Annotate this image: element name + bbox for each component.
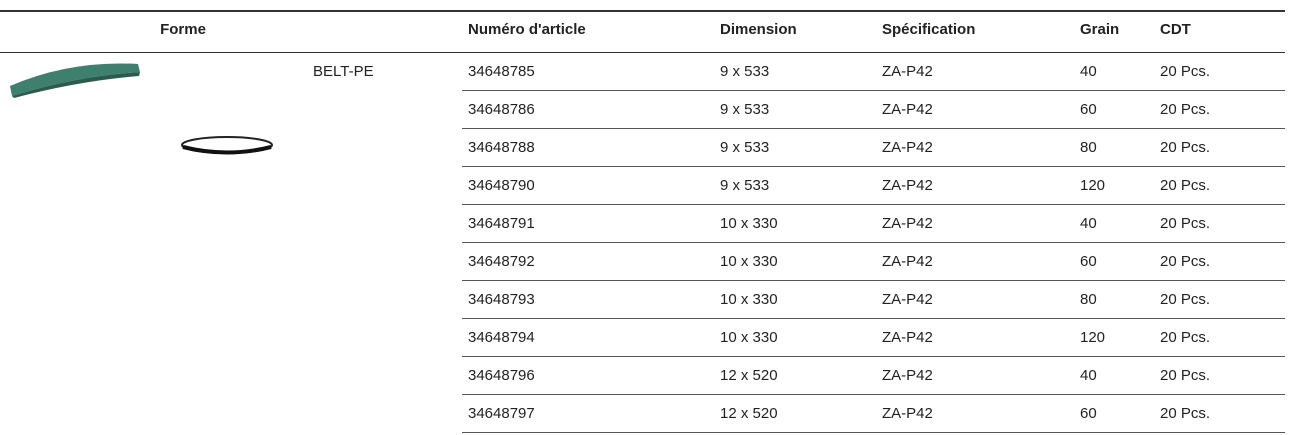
cell: 20 Pcs. [1160, 215, 1211, 232]
row-rule [462, 128, 1285, 129]
cell: 34648786 [468, 101, 535, 118]
column-header: Grain [1080, 21, 1120, 38]
cell: 34648793 [468, 291, 535, 308]
belt-images [10, 63, 273, 155]
cell: 20 Pcs. [1160, 291, 1211, 308]
cell: ZA-P42 [882, 329, 933, 346]
row-rule [462, 356, 1285, 357]
cell: 34648794 [468, 329, 535, 346]
cell: ZA-P42 [882, 405, 933, 422]
cell: 10 x 330 [720, 215, 778, 232]
cell: 60 [1080, 405, 1097, 422]
cell: 34648792 [468, 253, 535, 270]
cell: 120 [1080, 329, 1106, 346]
cell: 9 x 533 [720, 101, 770, 118]
cell: 34648791 [468, 215, 535, 232]
cell: 34648790 [468, 177, 535, 194]
green-belt [10, 63, 140, 98]
top-rule [0, 10, 1285, 12]
row-rule [462, 394, 1285, 395]
cell: ZA-P42 [882, 253, 933, 270]
cell: ZA-P42 [882, 291, 933, 308]
cell: ZA-P42 [882, 63, 933, 80]
cell: 10 x 330 [720, 253, 778, 270]
cell: 34648796 [468, 367, 535, 384]
cell: 20 Pcs. [1160, 177, 1211, 194]
cell: ZA-P42 [882, 367, 933, 384]
shape-name: BELT-PE [313, 63, 374, 80]
header-rule [0, 52, 1285, 53]
column-header: Forme [160, 21, 206, 38]
cell: 20 Pcs. [1160, 329, 1211, 346]
column-header: CDT [1160, 21, 1191, 38]
cell: 34648797 [468, 405, 535, 422]
cell: 9 x 533 [720, 177, 770, 194]
cell: 12 x 520 [720, 405, 778, 422]
column-header: Dimension [720, 21, 797, 38]
cell: 60 [1080, 101, 1097, 118]
cell: 20 Pcs. [1160, 253, 1211, 270]
cell: 60 [1080, 253, 1097, 270]
column-header: Spécification [882, 21, 976, 38]
cell: ZA-P42 [882, 101, 933, 118]
row-rule [462, 318, 1285, 319]
cell: 80 [1080, 139, 1097, 156]
cell: 40 [1080, 215, 1097, 232]
row-rule [462, 166, 1285, 167]
row-rule [462, 280, 1285, 281]
cell: 20 Pcs. [1160, 63, 1211, 80]
cell: ZA-P42 [882, 177, 933, 194]
cell: 34648788 [468, 139, 535, 156]
cell: 20 Pcs. [1160, 405, 1211, 422]
column-header: Numéro d'article [468, 21, 586, 38]
cell: 34648785 [468, 63, 535, 80]
cell: ZA-P42 [882, 215, 933, 232]
row-rule [462, 90, 1285, 91]
cell: 9 x 533 [720, 63, 770, 80]
row-rule [462, 432, 1285, 433]
cell: 9 x 533 [720, 139, 770, 156]
row-rule [462, 204, 1285, 205]
row-rule [462, 242, 1285, 243]
cell: 40 [1080, 367, 1097, 384]
cell: 10 x 330 [720, 329, 778, 346]
cell: ZA-P42 [882, 139, 933, 156]
cell: 80 [1080, 291, 1097, 308]
cell: 20 Pcs. [1160, 101, 1211, 118]
cell: 10 x 330 [720, 291, 778, 308]
cell: 120 [1080, 177, 1106, 194]
cell: 40 [1080, 63, 1097, 80]
cell: 20 Pcs. [1160, 139, 1211, 156]
cell: 20 Pcs. [1160, 367, 1211, 384]
cell: 12 x 520 [720, 367, 778, 384]
